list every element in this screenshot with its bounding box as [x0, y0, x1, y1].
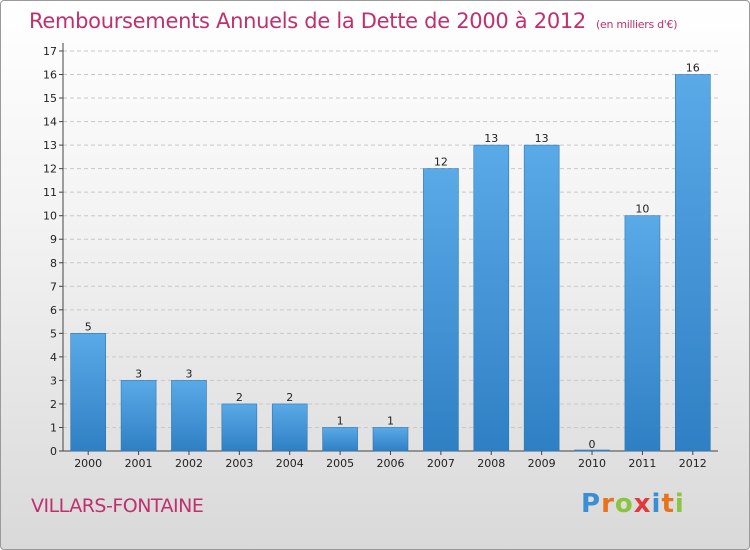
data-label: 10	[635, 203, 649, 216]
bar	[221, 403, 258, 452]
logo-letter: P	[581, 489, 602, 519]
y-tick-label: 6	[50, 304, 57, 317]
y-tick-label: 13	[43, 139, 57, 152]
bar	[675, 74, 711, 452]
x-tick-label: 2011	[628, 457, 656, 470]
data-label: 12	[434, 156, 448, 169]
logo-letter: i	[651, 489, 662, 519]
x-tick-label: 2012	[679, 457, 707, 470]
data-label: 2	[286, 391, 293, 404]
bar	[473, 144, 510, 452]
bar	[624, 215, 661, 452]
logo-letter: r	[601, 489, 615, 519]
x-tick-label: 2009	[528, 457, 556, 470]
bar	[70, 333, 106, 452]
bar	[322, 427, 358, 452]
x-tick-label: 2005	[326, 457, 354, 470]
chart-title: Remboursements Annuels de la Dette de 20…	[29, 9, 678, 33]
data-label: 1	[387, 414, 394, 427]
x-tick-label: 2004	[276, 457, 304, 470]
proxiti-logo: Proxiti	[581, 489, 685, 519]
y-tick-label: 1	[50, 421, 57, 434]
logo-letter: o	[614, 489, 634, 519]
y-tick-label: 4	[50, 351, 57, 364]
chart-subtitle: (en milliers d'€)	[596, 18, 678, 31]
bar	[120, 380, 157, 452]
y-tick-label: 2	[50, 398, 57, 411]
x-tick-label: 2006	[377, 457, 405, 470]
data-label: 16	[686, 62, 700, 75]
logo-letter: i	[674, 489, 685, 519]
y-tick-label: 0	[50, 445, 57, 458]
y-tick-label: 9	[50, 233, 57, 246]
x-tick-label: 2008	[477, 457, 505, 470]
bar	[372, 427, 409, 452]
data-label: 13	[535, 132, 549, 145]
x-tick-label: 2001	[125, 457, 153, 470]
y-tick-label: 11	[43, 186, 57, 199]
y-tick-label: 7	[50, 280, 57, 293]
bar	[271, 403, 308, 452]
y-tick-label: 16	[43, 69, 57, 82]
logo-letter: x	[633, 489, 652, 519]
y-tick-label: 17	[43, 45, 57, 58]
data-label: 3	[135, 367, 142, 380]
x-tick-label: 2002	[175, 457, 203, 470]
data-label: 13	[484, 132, 498, 145]
data-label: 0	[589, 438, 596, 451]
y-tick-label: 14	[43, 116, 57, 129]
y-tick-label: 3	[50, 374, 57, 387]
x-tick-label: 2010	[578, 457, 606, 470]
x-tick-label: 2007	[427, 457, 455, 470]
x-tick-label: 2000	[74, 457, 102, 470]
y-tick-label: 8	[50, 257, 57, 270]
y-tick-label: 12	[43, 163, 57, 176]
bar	[171, 380, 207, 452]
data-label: 1	[337, 414, 344, 427]
y-tick-label: 10	[43, 210, 57, 223]
y-tick-label: 15	[43, 92, 57, 105]
logo-letter: t	[661, 489, 675, 519]
data-label: 5	[85, 320, 92, 333]
place-name: VILLARS-FONTAINE	[31, 495, 204, 517]
data-label: 3	[185, 367, 192, 380]
x-tick-label: 2003	[225, 457, 253, 470]
bar	[423, 168, 459, 452]
data-label: 2	[236, 391, 243, 404]
bar	[523, 144, 560, 452]
y-tick-label: 5	[50, 327, 57, 340]
